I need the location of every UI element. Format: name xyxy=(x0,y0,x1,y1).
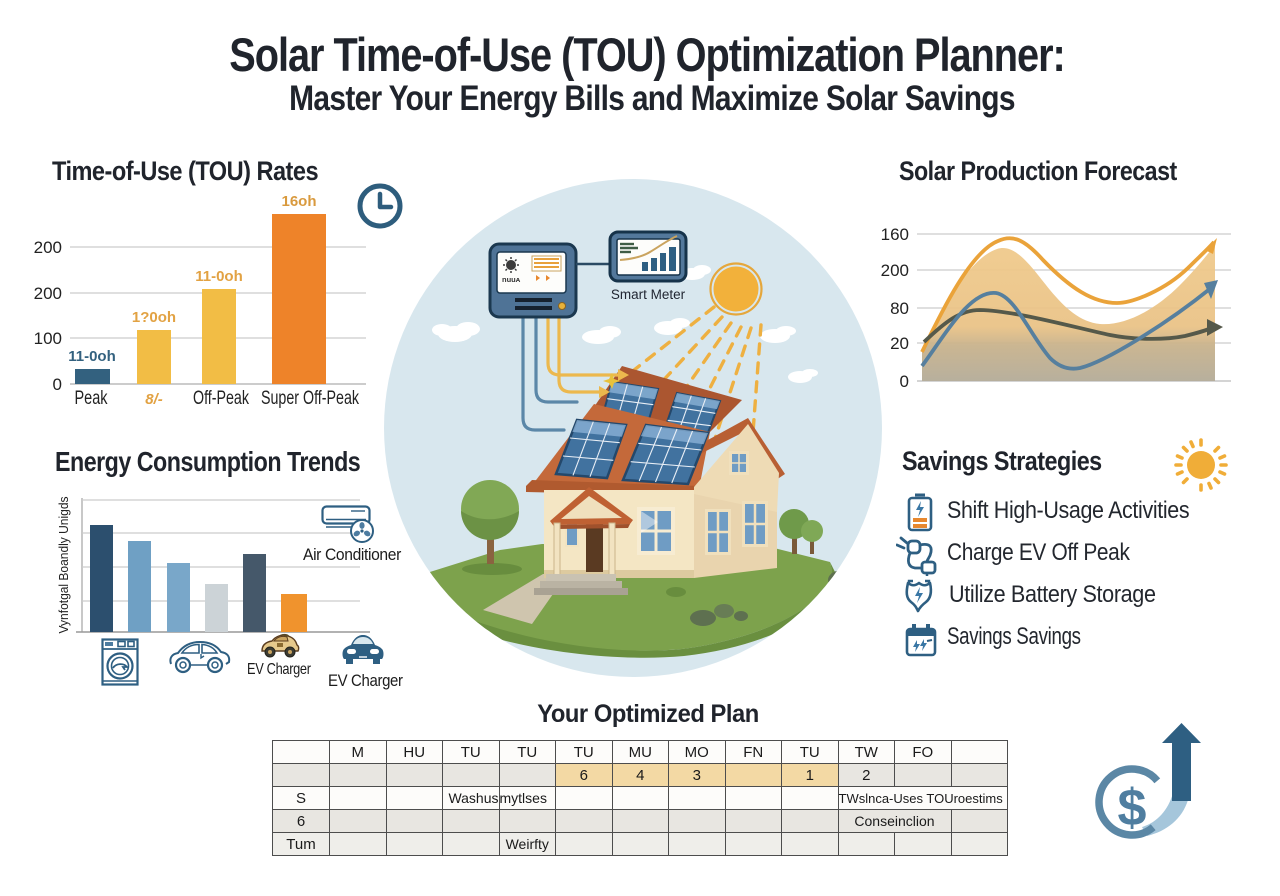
svg-text:Smart Meter: Smart Meter xyxy=(611,287,686,302)
svg-text:8/-: 8/- xyxy=(145,391,163,408)
svg-text:nuuᴀ: nuuᴀ xyxy=(502,275,521,284)
svg-text:200: 200 xyxy=(881,261,909,280)
svg-text:Vynfotgal Boandly Unigds: Vynfotgal Boandly Unigds xyxy=(57,497,71,634)
svg-text:0: 0 xyxy=(900,372,909,391)
svg-text:11-0oh: 11-0oh xyxy=(195,268,243,285)
svg-text:Super Off-Peak: Super Off-Peak xyxy=(261,388,359,409)
svg-text:0: 0 xyxy=(53,375,62,394)
svg-text:20: 20 xyxy=(890,334,909,353)
svg-text:80: 80 xyxy=(890,299,909,318)
svg-text:$: $ xyxy=(1118,779,1147,837)
svg-text:200: 200 xyxy=(34,238,62,257)
svg-text:Off-Peak: Off-Peak xyxy=(193,388,249,409)
svg-text:Peak: Peak xyxy=(75,388,108,409)
svg-text:160: 160 xyxy=(881,225,909,244)
svg-text:1?0oh: 1?0oh xyxy=(132,309,176,326)
svg-text:16oh: 16oh xyxy=(281,193,316,210)
svg-text:100: 100 xyxy=(34,329,62,348)
svg-text:200: 200 xyxy=(34,284,62,303)
svg-text:11-0oh: 11-0oh xyxy=(68,348,116,365)
